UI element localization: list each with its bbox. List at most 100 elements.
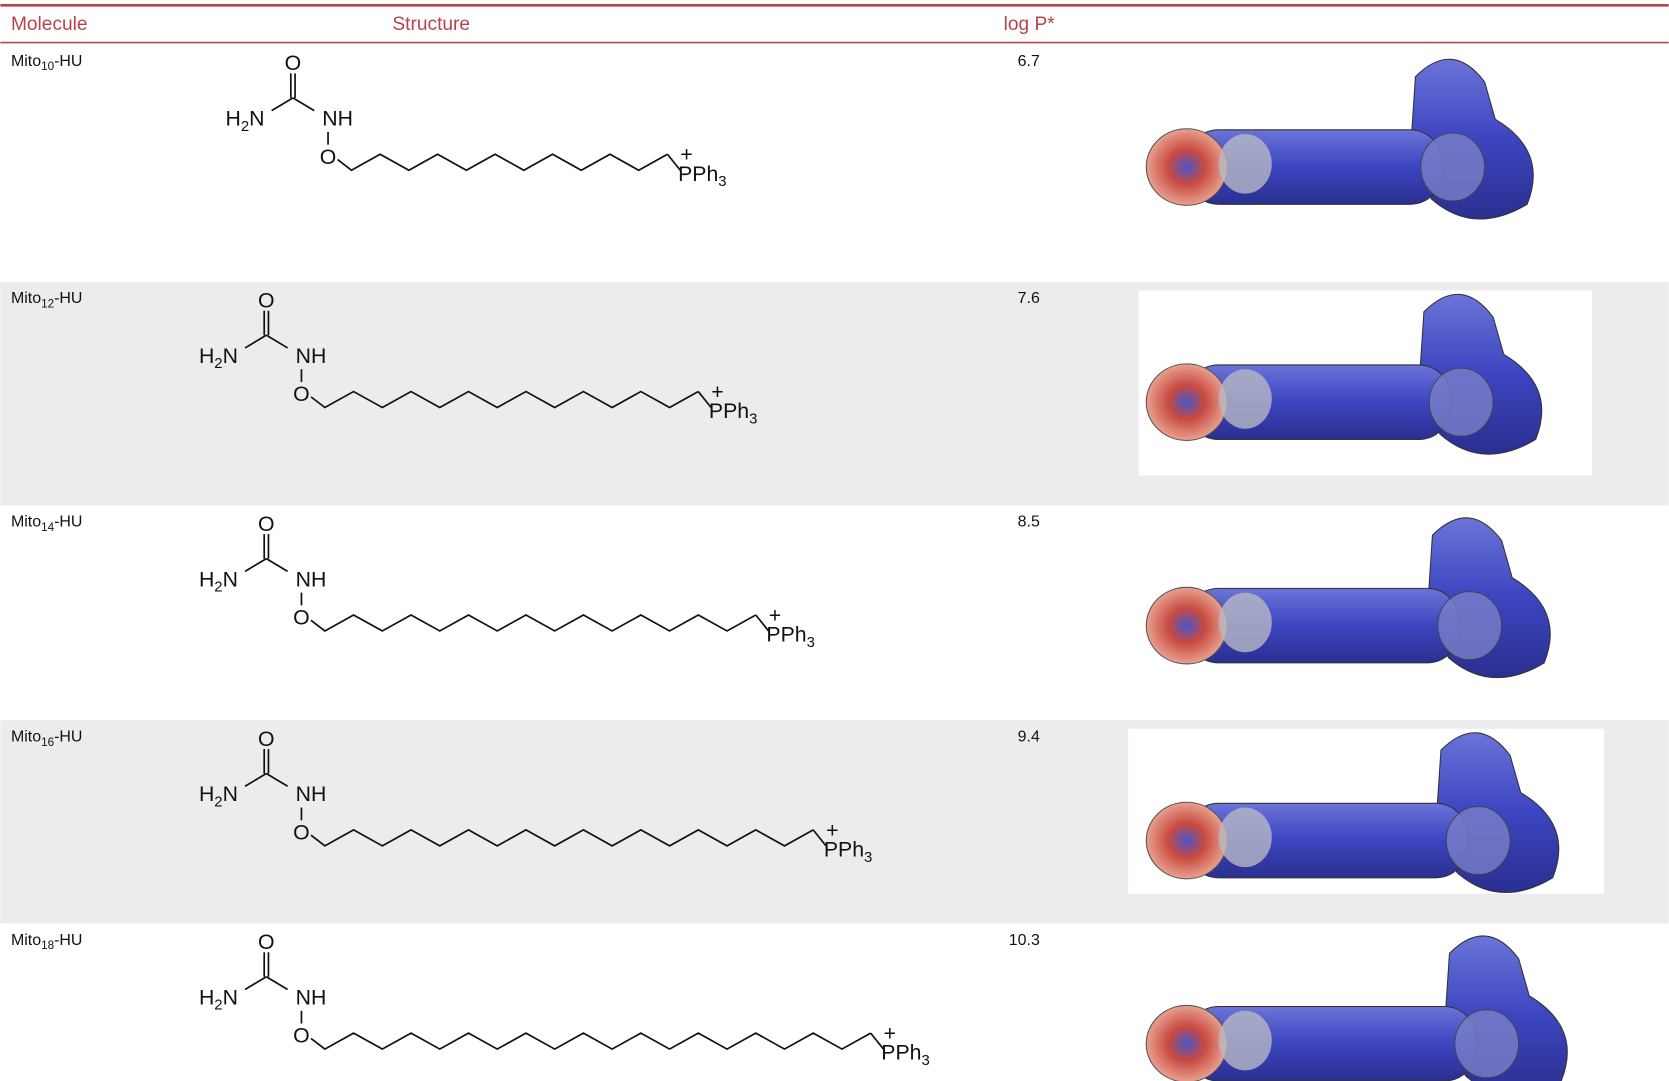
name-base: Mito [11,53,41,70]
bond [293,98,314,111]
surface-neck [1219,1011,1272,1071]
bond [266,977,287,990]
surface-neck [1219,369,1272,429]
surface-head [1146,587,1227,664]
surface-image [1146,936,1567,1081]
surface-head [1146,129,1227,206]
logp-value: 10.3 [1009,932,1040,949]
name-base: Mito [11,514,41,531]
molecule-name: Mito14-HU [11,514,82,534]
surface-image [1146,59,1533,219]
atom-phosphonium: PPh3 [766,623,814,651]
text-part: H [199,782,214,806]
surface-head [1146,802,1227,879]
structure: OH2NNHO+PPh3 [199,930,930,1069]
atom-o: O [258,930,275,954]
atom-o: O [258,288,275,312]
logp-value: 6.7 [1018,53,1040,70]
text-part: PPh [824,838,864,862]
atom-o: O [258,512,275,536]
bond [245,559,266,572]
alkyl-chain [338,154,668,170]
subscript: 2 [214,356,222,372]
text-part: H [199,985,214,1009]
atom-o: O [258,727,275,751]
text-part: PPh [709,399,749,423]
header-logp: log P* [1004,14,1056,35]
name-sub: 18 [41,939,54,952]
table: Molecule Structure log P* Mito10-HU6.7OH… [0,0,1669,1081]
name-sub: 12 [41,297,54,310]
atom-nh: NH [296,985,327,1009]
logp-value: 9.4 [1018,729,1040,746]
subscript: 3 [749,411,757,427]
bond [266,559,287,572]
text-part: PPh [881,1041,921,1065]
name-suffix: -HU [54,729,82,746]
atom-o: O [293,606,310,630]
surface-ring [1429,368,1493,436]
text-part: PPh [766,623,806,647]
atom-o: O [293,820,310,844]
subscript: 3 [864,850,872,866]
logp-value: 8.5 [1018,514,1040,531]
surface-ring [1455,1010,1519,1078]
surface-image [1146,518,1550,678]
surface-neck [1219,808,1272,868]
atom-o: O [320,145,337,169]
subscript: 3 [718,174,726,190]
subscript: 3 [922,1053,930,1069]
text-part: N [223,782,238,806]
surface-head [1146,364,1227,441]
logp-value: 7.6 [1018,290,1040,307]
atom-nh: NH [296,344,327,368]
atom-phosphonium: PPh3 [881,1041,929,1069]
surface-ring [1446,806,1510,874]
atom-amine: H2N [199,567,238,595]
name-sub: 14 [41,521,55,534]
name-sub: 16 [41,736,54,749]
atom-o: O [293,1024,310,1048]
atom-nh: NH [322,107,353,131]
molecule-name: Mito18-HU [11,932,82,952]
atom-o: O [285,51,302,75]
subscript: 2 [214,794,222,810]
subscript: 2 [241,119,249,135]
bond [245,977,266,990]
text-part: N [223,567,238,591]
alkyl-chain [311,1033,871,1049]
page: Molecule Structure log P* Mito10-HU6.7OH… [0,0,1669,1081]
atom-nh: NH [296,567,327,591]
subscript: 3 [807,635,815,651]
surface-head [1146,1005,1227,1081]
text-part: N [223,985,238,1009]
surface-neck [1219,134,1272,194]
surface-neck [1219,593,1272,653]
molecule-name: Mito10-HU [11,53,82,73]
name-suffix: -HU [54,53,82,70]
subscript: 2 [214,998,222,1014]
text-part: PPh [678,162,718,186]
surface-ring [1421,133,1485,201]
atom-o: O [293,382,310,406]
header-molecule: Molecule [11,14,88,35]
name-suffix: -HU [54,514,82,531]
name-base: Mito [11,932,41,949]
alkyl-chain [311,615,756,631]
text-part: H [199,567,214,591]
name-suffix: -HU [54,932,82,949]
name-suffix: -HU [54,290,82,307]
text-part: H [226,107,241,131]
name-sub: 10 [41,60,55,73]
bond [272,98,293,111]
subscript: 2 [214,580,222,596]
text-part: N [249,107,264,131]
atom-amine: H2N [199,985,238,1013]
text-part: N [223,344,238,368]
atom-phosphonium: PPh3 [678,162,726,190]
atom-amine: H2N [226,107,265,135]
name-base: Mito [11,290,41,307]
name-base: Mito [11,729,41,746]
